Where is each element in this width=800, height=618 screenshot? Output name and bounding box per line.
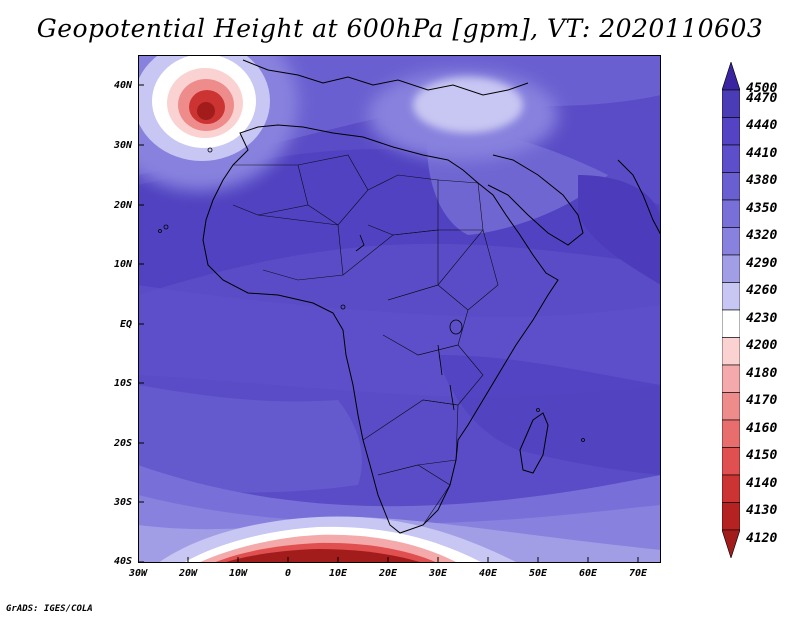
colorbar-segment: [722, 227, 740, 256]
colorbar-label: 4380: [746, 173, 778, 188]
india-coastline: [617, 159, 661, 236]
colorbar-label: 4320: [746, 228, 778, 243]
colorbar-label: 4230: [746, 310, 778, 326]
grads-credit: GrADS: IGES/COLA: [6, 604, 93, 614]
lat-label-10n: 10N: [113, 259, 132, 270]
map-title: Geopotential Height at 600hPa [gpm], VT:…: [36, 14, 764, 43]
field-atlantic-low-core: [197, 102, 215, 120]
country-borders: [232, 154, 499, 534]
colorbar-segment: [722, 172, 740, 201]
colorbar-segment: [722, 474, 740, 503]
colorbar-label: 4290: [746, 255, 778, 271]
colorbar-segment: [722, 419, 740, 448]
colorbar-segment: [722, 309, 740, 338]
geopotential-height-map: [138, 55, 661, 563]
colorbar-label: 4170: [746, 393, 778, 408]
lon-label-30w: 30W: [128, 568, 148, 579]
colorbar-segment: [722, 447, 740, 476]
lon-label-60e: 60E: [578, 568, 598, 579]
colorbar-label: 4470: [746, 90, 778, 106]
colorbar-segment: [722, 254, 740, 283]
colorbar-label: 4500: [746, 81, 778, 96]
colorbar-segment: [722, 529, 740, 558]
colorbar-label: 4200: [746, 338, 778, 353]
field-band-indian-ocean: [438, 355, 661, 475]
madagascar-coastline: [519, 412, 549, 474]
colorbar-label: 4160: [746, 420, 778, 436]
colorbar-segment: [722, 282, 740, 311]
colorbar-segments: [722, 62, 740, 558]
islands: [158, 147, 585, 442]
lon-label-40e: 40E: [478, 568, 498, 579]
colorbar-label: 4150: [746, 448, 778, 463]
coastlines: [202, 59, 661, 534]
colorbar-label: 4120: [746, 530, 778, 546]
colorbar-label: 4140: [746, 475, 778, 491]
colorbar-segment: [722, 337, 740, 366]
field-mediterranean-core: [413, 77, 523, 133]
lat-label-40n: 40N: [113, 80, 132, 91]
tick-marks: [138, 84, 639, 563]
lon-label-50e: 50E: [528, 568, 548, 579]
lon-label-20e: 20E: [378, 568, 398, 579]
arabia-coastline: [487, 154, 584, 246]
lon-label-70e: 70E: [628, 568, 648, 579]
colorbar-segment: [722, 62, 740, 91]
africa-coastline: [202, 124, 559, 534]
lat-label-10s: 10S: [113, 378, 132, 389]
colorbar-label: 4260: [746, 283, 778, 298]
lakes: [355, 234, 463, 411]
lat-label-20n: 20N: [113, 200, 132, 211]
colorbar-label: 4350: [746, 200, 778, 216]
colorbar-segment: [722, 392, 740, 421]
lon-label-30e: 30E: [428, 568, 448, 579]
lat-label-30n: 30N: [113, 140, 132, 151]
colorbar-segment: [722, 502, 740, 531]
map-frame: [138, 55, 661, 563]
field-band-india: [578, 175, 661, 285]
lon-label-20w: 20W: [178, 568, 198, 579]
lat-label-40s: 40S: [113, 556, 132, 567]
lat-label-eq: EQ: [119, 319, 132, 330]
colorbar-label: 4440: [746, 118, 778, 133]
colorbar-label: 4410: [746, 145, 778, 161]
colorbar-segment: [722, 144, 740, 173]
europe-coastline: [242, 59, 529, 96]
colorbar-label: 4180: [746, 365, 778, 381]
field-south-low-core: [223, 549, 423, 563]
lon-label-0: 0: [284, 568, 292, 579]
colorbar-segment: [722, 199, 740, 228]
field-band-south-atlantic: [138, 385, 362, 493]
colorbar-label: 4130: [746, 503, 778, 518]
colorbar: [722, 62, 740, 558]
lat-label-20s: 20S: [113, 438, 132, 449]
lon-label-10e: 10E: [328, 568, 348, 579]
colorbar-segment: [722, 364, 740, 393]
colorbar-segment: [722, 117, 740, 146]
lat-label-30s: 30S: [113, 497, 132, 508]
lon-label-10w: 10W: [228, 568, 248, 579]
colorbar-segment: [722, 89, 740, 118]
